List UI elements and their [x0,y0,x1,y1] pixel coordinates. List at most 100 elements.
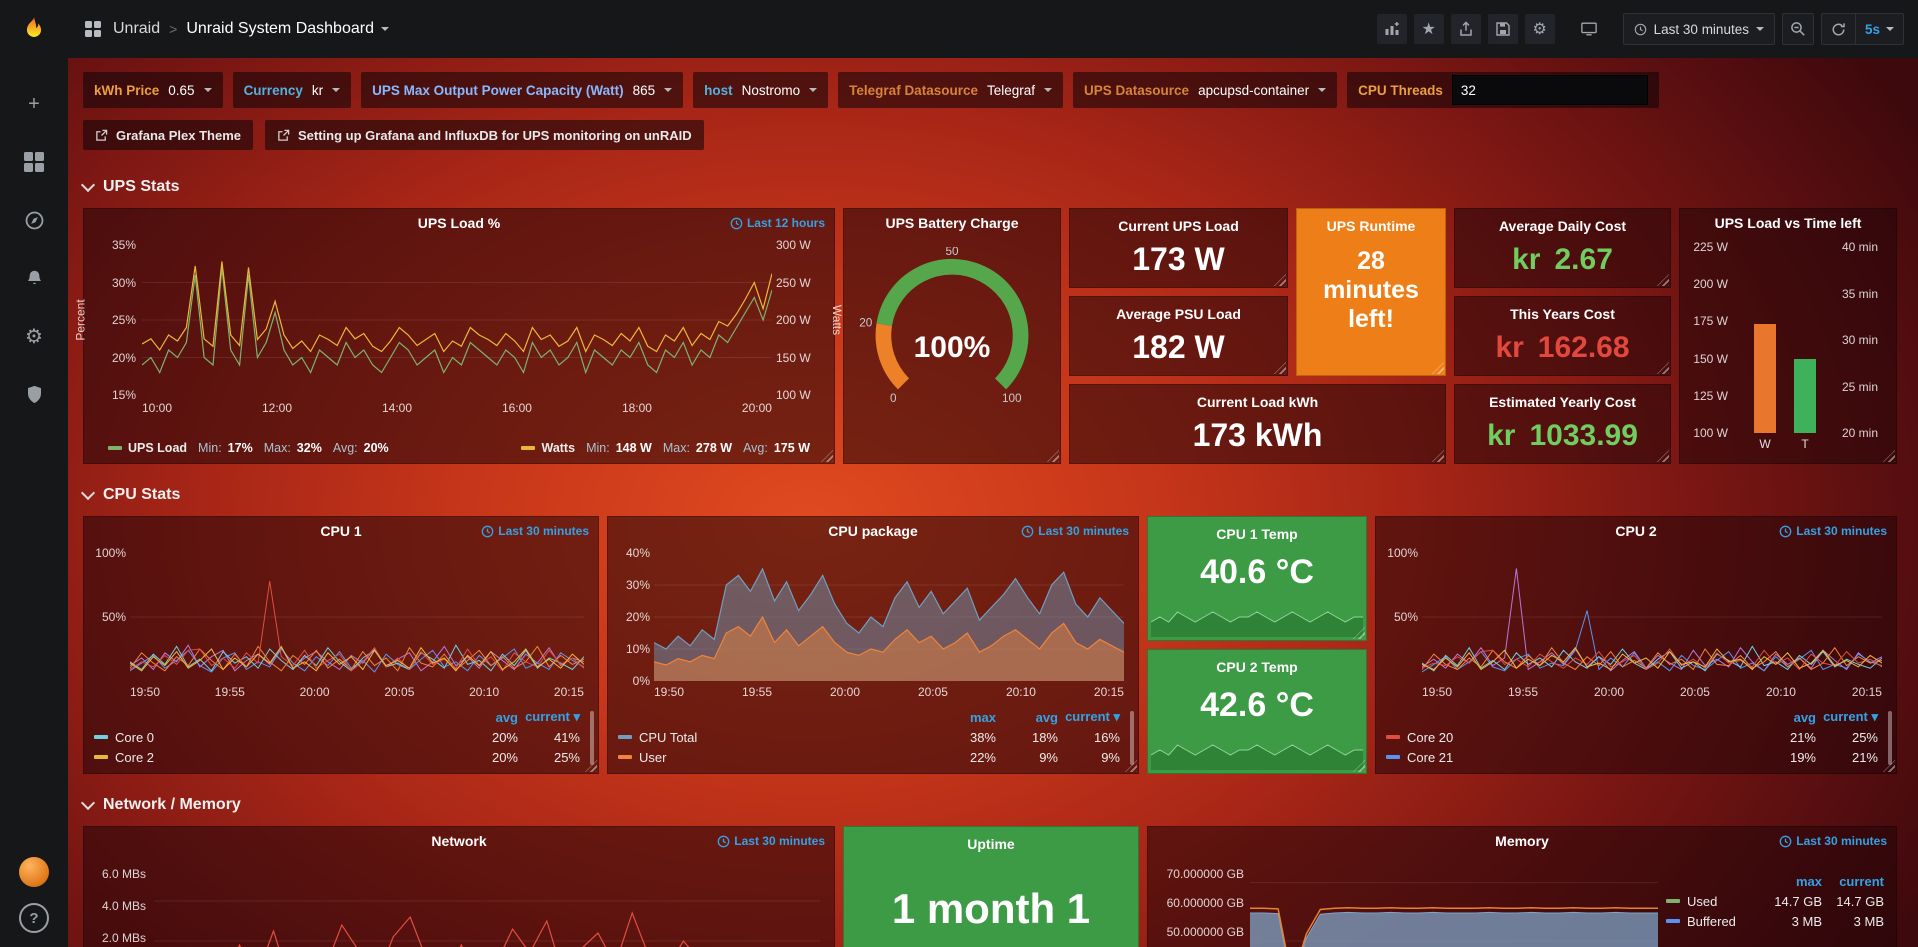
template-variable[interactable]: UPS Datasource apcupsd-container [1073,72,1338,108]
panel-time-range[interactable]: Last 30 minutes [717,834,825,848]
panel-time-range[interactable]: Last 30 minutes [1779,834,1887,848]
section-network-memory[interactable]: Network / Memory [80,795,241,814]
legend-row[interactable]: User 22% 9% 9% [618,747,1120,767]
time-range-picker[interactable]: Last 30 minutes [1622,13,1775,45]
cpu-package-chart[interactable] [654,553,1124,681]
panel-title[interactable]: Current Load kWh [1196,394,1319,410]
dashboard-settings-button[interactable]: ⚙ [1524,14,1555,44]
share-dashboard-button[interactable] [1450,14,1481,44]
legend-scrollbar[interactable] [590,711,594,765]
panel-title[interactable]: Current UPS Load [1118,218,1239,234]
bar-chart[interactable] [1732,247,1838,433]
template-variable[interactable]: kWh Price 0.65 [83,72,223,108]
tick-label: 40% [625,546,650,560]
panel-title[interactable]: CPU 1 Temp [1216,526,1298,542]
ups-load-chart[interactable] [142,245,772,395]
panel-cpu2-graph: CPU 2 Last 30 minutes 100% 50% 19:50 19:55… [1375,516,1897,774]
panel-title[interactable]: CPU 2 Temp [1216,659,1298,675]
dashboard-link[interactable]: Grafana Plex Theme [83,120,253,150]
tick-label: 250 W [776,275,811,290]
legend-column-header[interactable]: current [1839,873,1884,889]
legend-column-header[interactable]: avg [495,709,518,725]
panel-title[interactable]: This Years Cost [1510,306,1615,322]
variable-input[interactable] [1451,75,1648,105]
legend-value: 14.7 GB [1836,893,1884,909]
panel-title[interactable]: Estimated Yearly Cost [1489,394,1636,410]
dashboard-grid-icon[interactable] [82,18,104,40]
section-cpu-stats[interactable]: CPU Stats [80,485,180,504]
star-dashboard-button[interactable]: ★ [1413,14,1444,44]
panel-title[interactable]: CPU 1 [320,523,362,539]
legend-item[interactable]: UPS Load Min: 17% Max: 32% Avg: 20% [108,441,389,455]
panel-time-range[interactable]: Last 12 hours [730,216,825,230]
save-dashboard-button[interactable] [1487,14,1518,44]
legend-row[interactable]: Core 0 20% 41% [94,727,580,747]
legend-row[interactable]: Core 21 19% 21% [1386,747,1878,767]
legend-column-header[interactable]: max [1795,873,1822,889]
template-variable[interactable]: host Nostromo [693,72,829,108]
panel-title[interactable]: Network [431,833,487,849]
refresh-button[interactable] [1822,14,1855,44]
legend-column-header[interactable]: max [969,709,996,725]
legend-row[interactable]: Buffered 3 MB 3 MB [1666,911,1884,931]
add-icon[interactable]: + [28,92,40,115]
user-avatar[interactable] [19,857,49,887]
memory-chart[interactable] [1250,871,1658,947]
panel-time-range[interactable]: Last 30 minutes [1779,524,1887,538]
panel-title[interactable]: UPS Load vs Time left [1714,215,1862,231]
legend-value: 21% [1789,729,1816,745]
legend-item[interactable]: Watts Min: 148 W Max: 278 W Avg: 175 W [521,441,810,455]
panel-title[interactable]: CPU package [828,523,918,539]
zoom-out-button[interactable] [1781,13,1814,45]
stat-value: 173 W [1132,241,1225,277]
panel-title[interactable]: Average PSU Load [1116,306,1241,322]
legend-row[interactable]: CPU Total 38% 18% 16% [618,727,1120,747]
breadcrumb-app[interactable]: Unraid [113,20,161,37]
dashboard-content: kWh Price 0.65 Currency kr UPS Max Output Po… [68,58,1918,947]
network-chart[interactable] [154,871,820,947]
panel-time-range[interactable]: Last 30 minutes [481,524,589,538]
clock-icon [1779,835,1792,847]
panel-title[interactable]: UPS Runtime [1326,218,1416,234]
cpu1-chart[interactable] [130,553,584,681]
x-axis: 19:50 19:55 20:00 20:05 20:10 20:15 [1422,685,1882,699]
cycle-view-button[interactable] [1574,14,1604,44]
configuration-gear-icon[interactable]: ⚙ [25,325,43,348]
legend-scrollbar[interactable] [1888,711,1892,765]
legend-row[interactable]: Used 14.7 GB 14.7 GB [1666,891,1884,911]
panel-time-range[interactable]: Last 30 minutes [1021,524,1129,538]
dashboard-link[interactable]: Setting up Grafana and InfluxDB for UPS … [265,120,704,150]
panel-title[interactable]: Memory [1495,833,1549,849]
panel-title[interactable]: Average Daily Cost [1498,218,1627,234]
panel-title[interactable]: UPS Load % [417,215,501,231]
legend-column-header[interactable]: current ▾ [1823,709,1878,724]
panel-title[interactable]: UPS Battery Charge [885,215,1019,231]
svg-text:20: 20 [859,317,873,330]
add-panel-button[interactable] [1376,14,1407,44]
alerting-bell-icon[interactable] [16,260,52,296]
dashboard-title-dropdown[interactable]: Unraid System Dashboard [186,20,389,38]
template-variable[interactable]: Currency kr [232,72,352,108]
legend-row[interactable]: Core 2 20% 25% [94,747,580,767]
help-icon[interactable]: ? [19,903,49,933]
refresh-interval-dropdown[interactable]: 5s [1854,14,1903,44]
dashboards-icon[interactable] [16,144,52,180]
template-variable[interactable]: Telegraf Datasource Telegraf [838,72,1064,108]
chevron-down-icon [80,177,96,193]
explore-compass-icon[interactable] [16,202,52,238]
panel-title[interactable]: CPU 2 [1615,523,1657,539]
legend-row[interactable]: Core 20 21% 25% [1386,727,1878,747]
legend-column-header[interactable]: avg [1793,709,1816,725]
legend-scrollbar[interactable] [1130,711,1134,765]
tick-label: 20:05 [917,685,948,699]
panel-title[interactable]: Uptime [967,836,1015,852]
legend-column-header[interactable]: current ▾ [1065,709,1120,724]
legend-column-header[interactable]: current ▾ [525,709,580,724]
admin-shield-icon[interactable] [16,376,52,412]
template-variable[interactable]: UPS Max Output Power Capacity (Watt) 865 [361,72,684,108]
legend-column-header[interactable]: avg [1035,709,1058,725]
section-ups-stats[interactable]: UPS Stats [80,177,179,196]
cpu2-chart[interactable] [1422,553,1882,681]
template-variable[interactable]: CPU Threads [1347,72,1659,108]
grafana-logo[interactable] [0,0,68,58]
